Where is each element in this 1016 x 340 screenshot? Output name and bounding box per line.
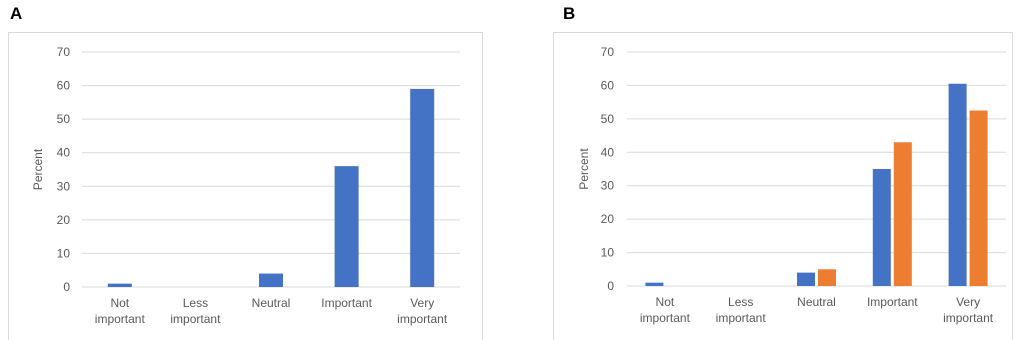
chart-a-bar-series1-4: [410, 88, 435, 287]
chart-b-ytick-label: 10: [601, 246, 615, 260]
chart-a-bar-series1-0: [107, 283, 132, 287]
chart-a-category-label: Less: [183, 296, 208, 310]
chart-a-category-label: important: [397, 312, 448, 326]
chart-b-ytick-label: 0: [607, 279, 614, 293]
chart-b-ylabel: Percent: [577, 148, 591, 190]
chart-b-category-label: Neutral: [797, 295, 836, 309]
chart-b-category-label: important: [943, 311, 994, 325]
chart-b-ytick-label: 30: [601, 179, 615, 193]
chart-b-bar-series1-2: [797, 272, 815, 286]
chart-b-bar-series2-4: [969, 110, 988, 286]
chart-b-ytick-label: 60: [601, 78, 615, 92]
chart-a-category-label: Very: [410, 296, 434, 310]
chart-a-ytick-label: 30: [57, 179, 71, 193]
chart-b-ytick-label: 40: [601, 145, 615, 159]
chart-a-ytick-label: 10: [57, 246, 71, 260]
chart-b-category-label: important: [640, 311, 691, 325]
chart-b-ytick-label: 20: [601, 212, 615, 226]
chart-a-category-label: Important: [321, 296, 372, 310]
chart-a-category-label: Not: [110, 296, 129, 310]
chart-a-ytick-label: 50: [57, 112, 71, 126]
chart-a-category-label: important: [170, 312, 221, 326]
chart-a-ytick-label: 0: [63, 280, 70, 294]
chart-b-category-label: important: [716, 311, 767, 325]
chart-a-ytick-label: 60: [57, 79, 71, 93]
chart-a-ylabel: Percent: [31, 148, 45, 190]
chart-a-category-label: Neutral: [252, 296, 291, 310]
chart-b-ytick-label: 70: [601, 45, 615, 59]
chart-a-bar-series1-2: [259, 273, 283, 287]
chart-a-category-label: important: [95, 312, 146, 326]
chart-b-category-label: Important: [867, 295, 918, 309]
chart-b-category-label: Very: [956, 295, 980, 309]
panel-label-b: B: [563, 4, 576, 23]
chart-b-bar-series2-2: [818, 269, 836, 286]
chart-a-ytick-label: 40: [57, 146, 71, 160]
panel-label-a: A: [10, 4, 23, 23]
chart-a-bar-series1-3: [334, 166, 359, 287]
chart-b-bar-series1-4: [948, 83, 967, 286]
chart-b-category-label: Not: [656, 295, 675, 309]
chart-a-ytick-label: 20: [57, 213, 71, 227]
chart-b-category-label: Less: [728, 295, 753, 309]
chart-a-ytick-label: 70: [57, 45, 71, 59]
chart-b-bar-series1-0: [645, 282, 664, 286]
chart-b-bar-series2-3: [893, 142, 912, 286]
chart-b-ytick-label: 50: [601, 112, 615, 126]
chart-b-bar-series1-3: [872, 169, 891, 286]
